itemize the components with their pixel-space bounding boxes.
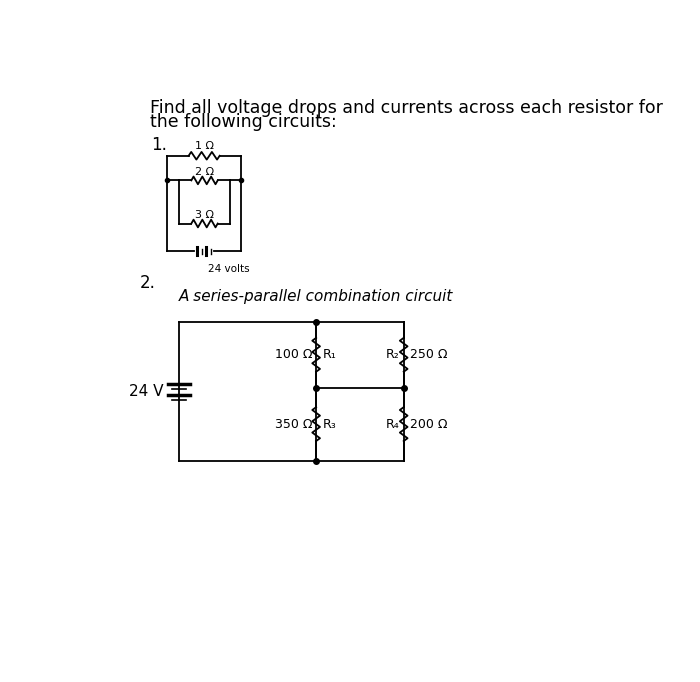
Text: Find all voltage drops and currents across each resistor for: Find all voltage drops and currents acro… [150, 99, 662, 117]
Text: 24 volts: 24 volts [208, 265, 250, 274]
Text: R₁: R₁ [322, 349, 336, 361]
Text: 100 Ω: 100 Ω [274, 349, 312, 361]
Text: R₂: R₂ [386, 349, 400, 361]
Text: 250 Ω: 250 Ω [410, 349, 447, 361]
Text: R₄: R₄ [386, 417, 400, 430]
Text: 24 V: 24 V [129, 384, 163, 399]
Text: 3 Ω: 3 Ω [195, 209, 214, 220]
Text: 1 Ω: 1 Ω [195, 141, 214, 151]
Text: R₃: R₃ [322, 417, 336, 430]
Text: 200 Ω: 200 Ω [410, 417, 447, 430]
Text: 350 Ω: 350 Ω [274, 417, 312, 430]
Text: the following circuits:: the following circuits: [150, 113, 336, 132]
Text: 2.: 2. [140, 274, 156, 293]
Text: 1.: 1. [151, 136, 167, 153]
Text: A series-parallel combination circuit: A series-parallel combination circuit [179, 289, 454, 304]
Text: 2 Ω: 2 Ω [195, 166, 214, 177]
